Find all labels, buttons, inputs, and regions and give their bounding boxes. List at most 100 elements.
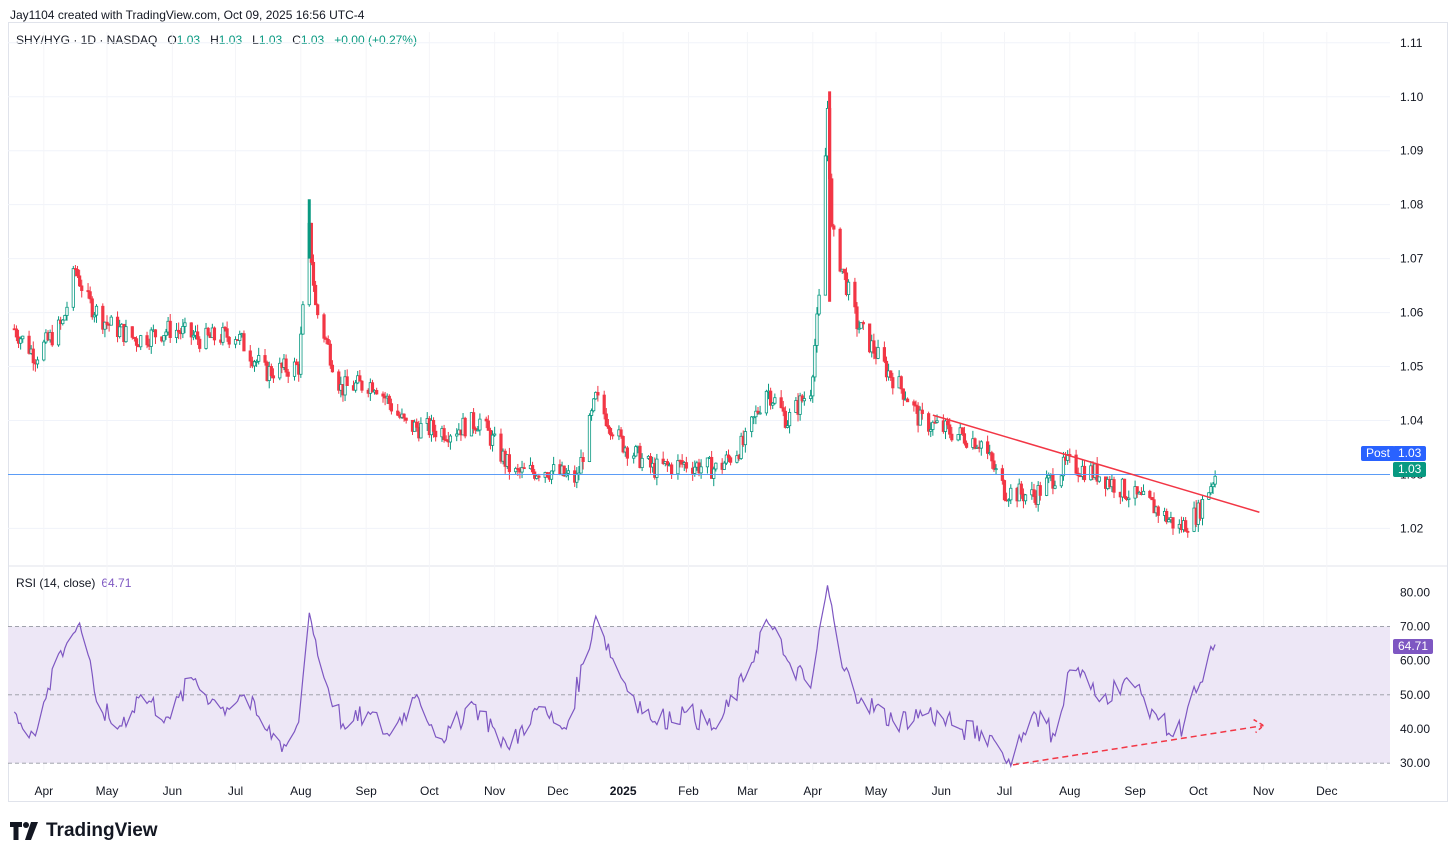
price-tick-label: 1.07 — [1400, 252, 1424, 266]
candle-body — [905, 398, 910, 403]
candle-body — [145, 335, 149, 346]
candle-body — [381, 393, 385, 397]
rsi-label[interactable]: RSI (14, close) — [16, 576, 96, 590]
candle-body — [1082, 465, 1087, 481]
candle-body — [750, 416, 754, 432]
candle-body — [269, 366, 273, 377]
candle-body — [271, 375, 276, 379]
candle-body — [238, 333, 242, 341]
candle-body — [1207, 492, 1211, 500]
rsi-line — [13, 585, 1216, 769]
candle-body — [758, 412, 762, 415]
candle-body — [248, 350, 252, 362]
candle-body — [1135, 486, 1139, 495]
candle-body — [783, 410, 787, 428]
candle-body — [1032, 489, 1036, 497]
time-tick-label: Sep — [1124, 784, 1146, 798]
candle-body — [174, 329, 179, 339]
candle-body — [316, 304, 320, 316]
candle-body — [168, 320, 172, 339]
candle-body — [387, 395, 391, 405]
candle-body — [927, 413, 931, 432]
candle-body — [337, 371, 341, 391]
candle-body — [514, 468, 518, 473]
time-tick-label: May — [96, 784, 119, 798]
candle-body — [330, 364, 335, 373]
candle-body — [328, 343, 332, 366]
candle-body — [933, 421, 937, 424]
candle-body — [212, 327, 217, 341]
arrow-head-icon — [1253, 718, 1265, 734]
candle-body — [964, 442, 969, 448]
candle-body — [1186, 530, 1190, 533]
rsi-tick-label: 60.00 — [1400, 654, 1430, 668]
candle-body — [183, 322, 187, 327]
time-tick-label: Oct — [1189, 784, 1208, 798]
candle-body — [90, 298, 94, 318]
candle-body — [196, 331, 200, 340]
time-tick-label: Oct — [420, 784, 439, 798]
candle-body — [402, 413, 406, 419]
candle-body — [484, 418, 488, 422]
candle-body — [935, 420, 939, 423]
candle-body — [857, 327, 861, 330]
price-tick-label: 1.10 — [1400, 90, 1424, 104]
close-value: 1.03 — [300, 33, 325, 47]
candle-body — [27, 335, 31, 354]
candle-body — [476, 429, 480, 432]
time-tick-label: Jun — [163, 784, 182, 798]
candle-body — [712, 468, 716, 479]
candle-body — [434, 430, 438, 438]
rsi-value-tag: 64.71 — [1393, 639, 1434, 654]
candle-body — [223, 326, 227, 330]
rsi-legend: RSI (14, close) 64.71 — [16, 576, 131, 590]
time-tick-label: Sep — [355, 784, 377, 798]
candle-body — [221, 326, 225, 343]
candle-body — [594, 392, 598, 400]
price-legend: SHY/HYG · 1D · NASDAQ O1.03 H1.03 L1.03 … — [16, 33, 417, 47]
candle-body — [931, 421, 935, 430]
candle-body — [823, 155, 828, 296]
candle-body — [855, 306, 859, 330]
candle-body — [313, 284, 318, 306]
candle-body — [1047, 474, 1051, 479]
candle-body — [522, 467, 526, 470]
rsi-band — [8, 626, 1390, 764]
candle-body — [149, 329, 153, 347]
candles-group — [12, 100, 1217, 538]
time-tick-label: Nov — [484, 784, 505, 798]
candle-body — [206, 327, 210, 336]
candle-body — [191, 334, 195, 338]
candle-body — [566, 470, 570, 474]
symbol-label[interactable]: SHY/HYG · 1D · NASDAQ — [16, 33, 158, 47]
candle-body — [918, 409, 922, 426]
low-label: L — [252, 33, 259, 47]
candle-body — [832, 225, 836, 230]
candle-body — [299, 333, 303, 375]
candle-body — [684, 462, 688, 469]
candle-body — [1074, 454, 1078, 474]
candle-body — [295, 361, 299, 365]
candle-body — [773, 397, 777, 404]
candle-body — [676, 460, 680, 475]
candle-body — [153, 329, 158, 338]
candle-body — [655, 458, 659, 478]
rsi-tick-label: 80.00 — [1400, 585, 1430, 599]
candle-body — [478, 418, 482, 431]
candle-body — [19, 338, 23, 344]
candle-body — [1059, 475, 1063, 487]
candle-body — [764, 390, 769, 414]
candle-body — [1053, 485, 1057, 489]
tradingview-logo[interactable]: TradingView — [10, 820, 158, 842]
candle-body — [1156, 506, 1160, 516]
candle-body — [198, 338, 202, 349]
candle-body — [632, 455, 636, 459]
candle-body — [853, 281, 857, 308]
candle-body — [884, 360, 889, 378]
candle-body — [396, 410, 400, 416]
candle-body — [638, 445, 642, 468]
high-label: H — [210, 33, 219, 47]
candle-body — [619, 429, 623, 437]
candle-body — [50, 332, 54, 346]
